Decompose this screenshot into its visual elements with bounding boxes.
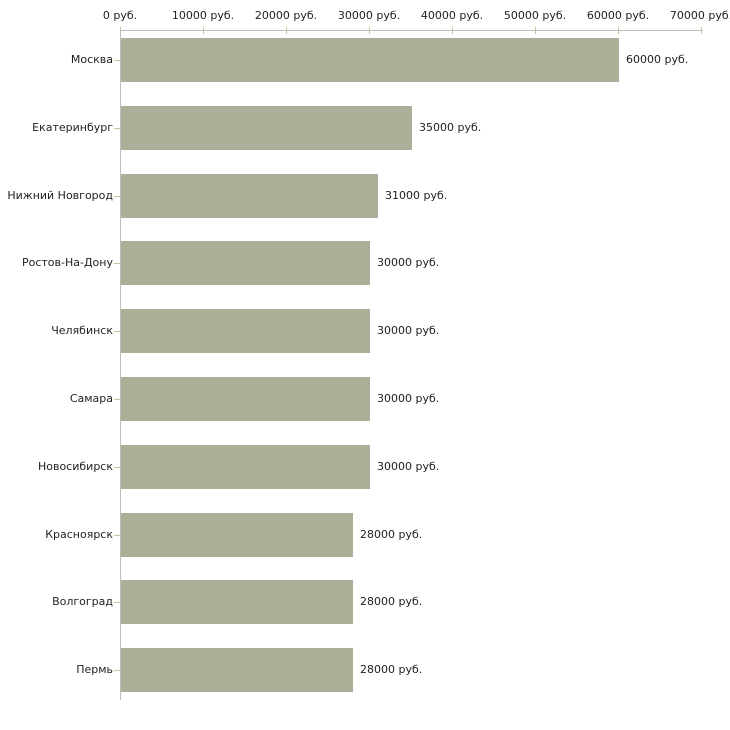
x-axis-tick-label: 20000 руб. <box>254 9 318 22</box>
category-label: Ростов-На-Дону <box>21 256 113 270</box>
bar <box>121 105 412 150</box>
bar <box>121 38 619 82</box>
y-axis-tick-mark <box>114 534 120 536</box>
category-label: Пермь <box>76 663 113 677</box>
category-label: Новосибирск <box>37 459 113 473</box>
value-label: 28000 руб. <box>360 663 423 677</box>
x-axis-tick-label: 30000 руб. <box>337 9 401 22</box>
category-label: Волгоград <box>52 595 113 609</box>
value-label: 31000 руб. <box>385 188 448 202</box>
value-label: 60000 руб. <box>626 53 689 66</box>
bar <box>121 309 370 354</box>
bar <box>121 173 378 218</box>
value-label: 28000 руб. <box>360 595 423 609</box>
x-axis-line <box>120 30 703 31</box>
x-axis-tick-label: 0 руб. <box>102 9 138 22</box>
value-label: 30000 руб. <box>377 324 440 338</box>
category-label: Екатеринбург <box>32 120 113 134</box>
bar <box>121 512 353 557</box>
y-axis-tick-mark <box>114 60 120 61</box>
category-label: Челябинск <box>51 324 113 338</box>
category-label: Самара <box>69 392 113 405</box>
category-label: Нижний Новгород <box>7 188 113 202</box>
value-label: 30000 руб. <box>377 256 440 270</box>
bar <box>121 648 353 693</box>
bar <box>121 241 370 286</box>
y-axis-tick-mark <box>114 399 120 400</box>
x-axis-tick-label: 40000 руб. <box>420 9 484 22</box>
value-label: 28000 руб. <box>360 527 423 541</box>
value-label: 35000 руб. <box>419 120 482 134</box>
bar <box>121 377 370 421</box>
y-axis-line <box>120 30 121 700</box>
y-axis-tick-mark <box>114 127 120 129</box>
y-axis-tick-mark <box>114 331 120 333</box>
value-label: 30000 руб. <box>377 392 440 405</box>
bar <box>121 444 370 489</box>
value-label: 30000 руб. <box>377 459 440 473</box>
x-axis-tick-label: 70000 руб. <box>669 9 730 22</box>
category-label: Красноярск <box>45 527 113 541</box>
y-axis-tick-mark <box>114 602 120 604</box>
y-axis-tick-mark <box>114 670 120 672</box>
bar <box>121 580 353 625</box>
y-axis-tick-mark <box>114 263 120 265</box>
y-axis-tick-mark <box>114 195 120 197</box>
x-axis-tick-label: 10000 руб. <box>171 9 235 22</box>
x-axis-tick-label: 60000 руб. <box>586 9 650 22</box>
y-axis-tick-mark <box>114 466 120 468</box>
x-axis-tick-label: 50000 руб. <box>503 9 567 22</box>
category-label: Москва <box>70 53 113 66</box>
